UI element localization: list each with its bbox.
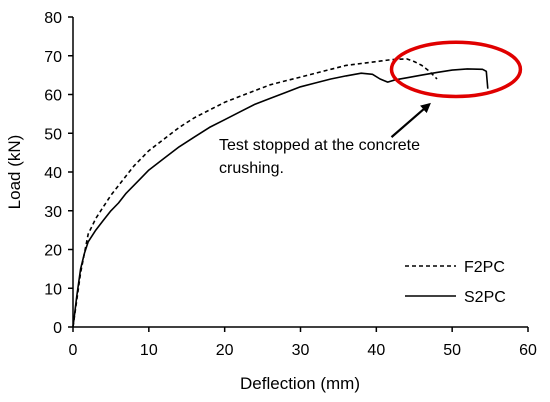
x-ticks: 0 10 20 30 40 50 60 [69,327,537,359]
y-tick-label: 0 [53,320,62,337]
x-tick-label: 60 [519,342,537,359]
x-tick-label: 10 [140,342,158,359]
series-line-f2pc [72,58,438,328]
series-layer [72,58,489,328]
y-tick-label: 60 [44,88,62,105]
y-tick-label: 30 [44,204,62,221]
legend-label-s2pc: S2PC [464,289,506,306]
x-tick-label: 40 [367,342,385,359]
x-tick-label: 50 [443,342,461,359]
y-ticks: 0 10 20 30 40 50 60 70 80 [44,10,73,337]
legend-label-f2pc: F2PC [464,259,505,276]
y-tick-label: 50 [44,126,62,143]
y-axis-title: Load (kN) [5,135,24,210]
legend: F2PC S2PC [405,259,506,306]
y-tick-label: 40 [44,165,62,182]
x-tick-label: 20 [216,342,234,359]
axes [72,17,528,328]
annotation-text-line2: crushing. [219,160,284,177]
annotation-text-line1: Test stopped at the concrete [219,137,420,154]
y-tick-label: 80 [44,10,62,27]
x-tick-label: 0 [69,342,78,359]
y-tick-label: 70 [44,49,62,66]
annotation: Test stopped at the concrete crushing. [219,40,523,177]
y-tick-label: 10 [44,281,62,298]
y-tick-label: 20 [44,243,62,260]
x-axis-title: Deflection (mm) [240,374,360,393]
highlight-ellipse [389,40,523,99]
annotation-arrow [390,102,431,138]
x-tick-label: 30 [292,342,310,359]
series-line-s2pc [72,68,489,328]
